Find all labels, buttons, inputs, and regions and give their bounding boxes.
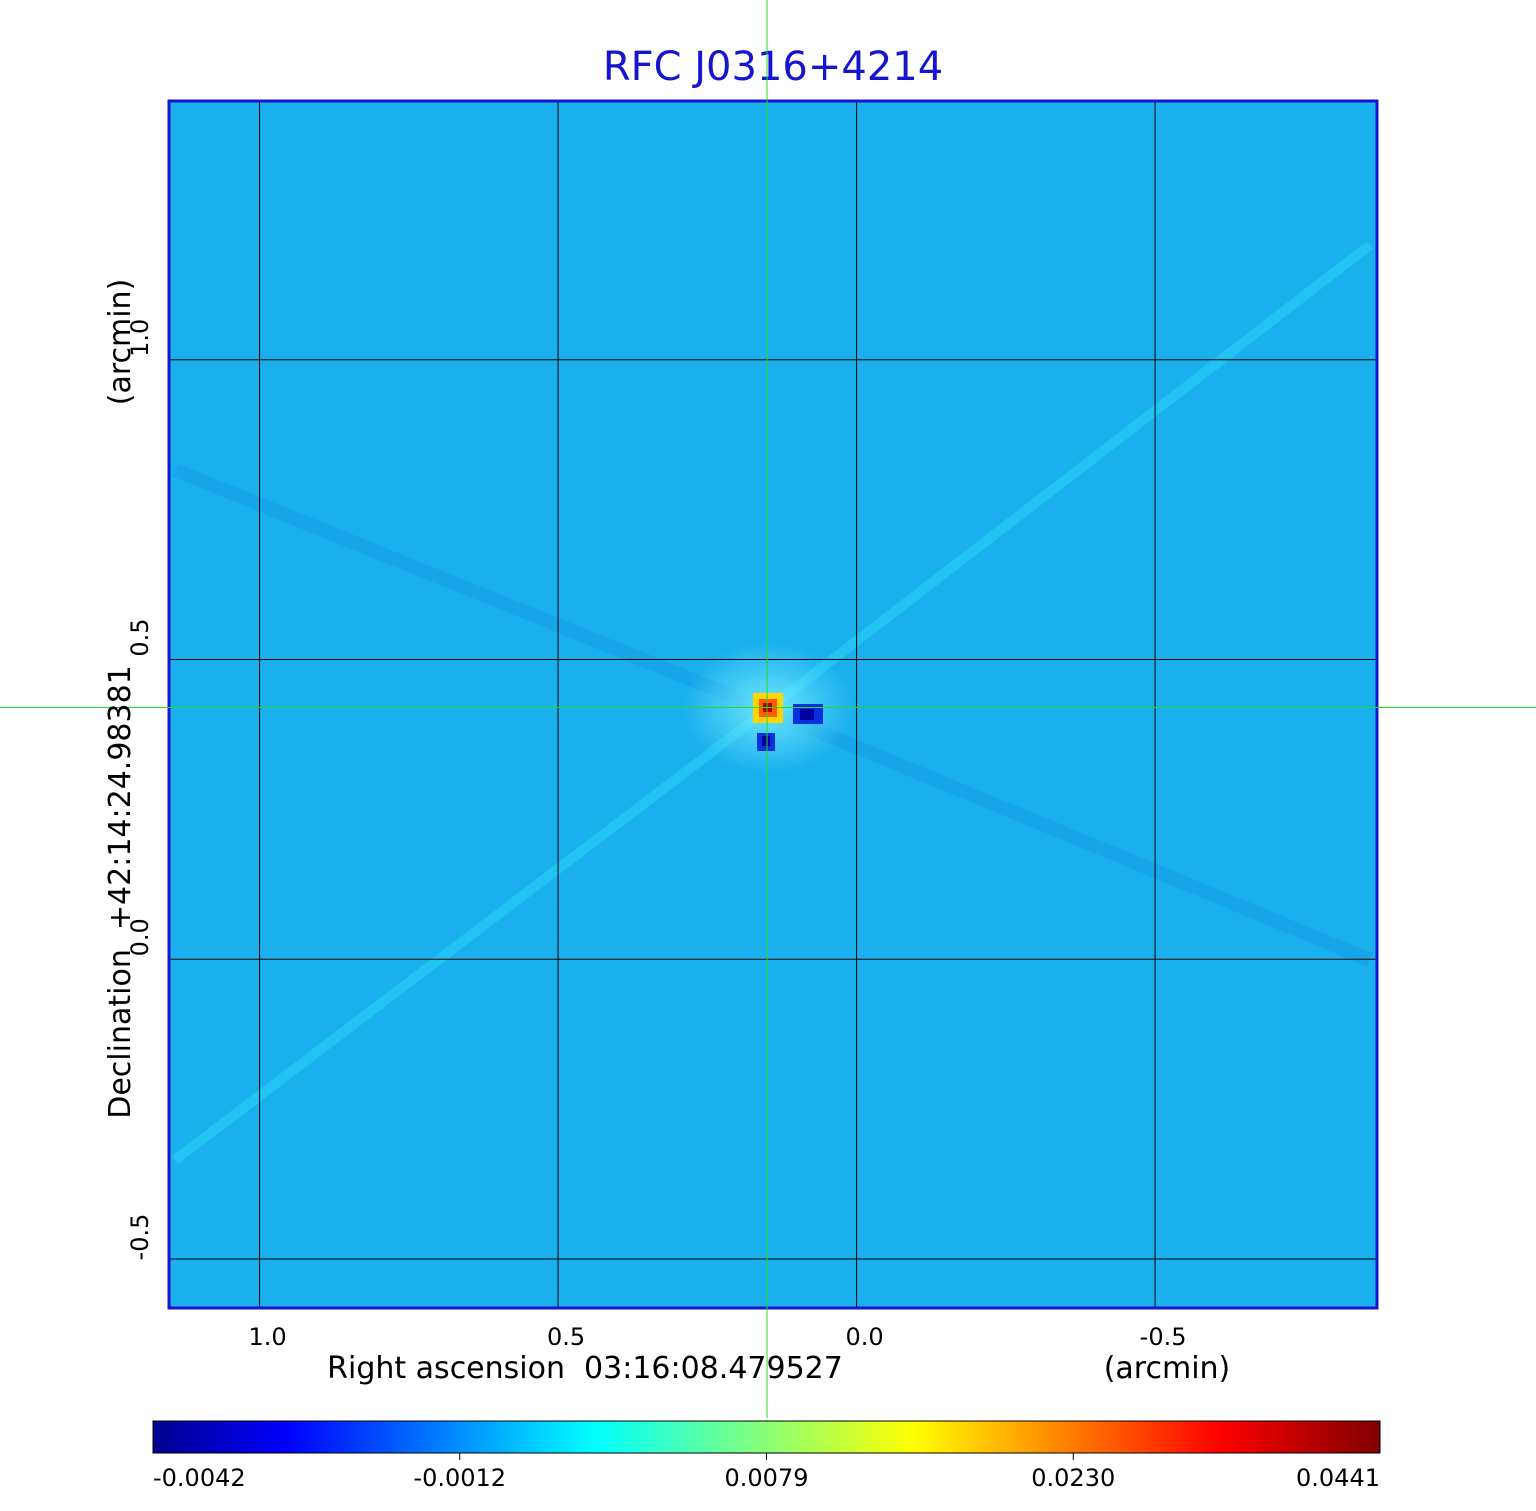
x-tick-label: 0.5: [547, 1323, 585, 1351]
y-tick-labels: 1.0 0.5 0.0 -0.5: [126, 319, 154, 1261]
y-tick-label: 0.0: [126, 918, 154, 956]
negative-lobe-south-core: [762, 736, 770, 746]
negative-lobe-east-core: [800, 709, 814, 720]
sidelobe-streak-sw: [171, 706, 771, 1164]
x-tick-label: 0.0: [845, 1323, 883, 1351]
x-axis-unit: (arcmin): [1104, 1351, 1231, 1386]
colorbar-tick-label: 0.0230: [1031, 1464, 1115, 1492]
x-tick-label: 1.0: [248, 1323, 286, 1351]
x-axis-label: Right ascension 03:16:08.479527: [327, 1351, 843, 1386]
crosshair: [0, 0, 1536, 1418]
colorbar-tick-label: -0.0042: [153, 1464, 246, 1492]
sidelobe-streak-se: [764, 703, 1373, 967]
colorbar-tick-label: -0.0012: [413, 1464, 506, 1492]
y-tick-label: -0.5: [126, 1214, 154, 1261]
y-axis-label: Declination +42:14:24.98381: [103, 665, 138, 1119]
colorbar-tick-label: 0.0441: [1296, 1464, 1380, 1492]
sidelobe-streak-nw: [172, 463, 770, 717]
y-tick-label: 1.0: [126, 319, 154, 357]
x-tick-label: -0.5: [1140, 1323, 1187, 1351]
y-tick-label: 0.5: [126, 618, 154, 656]
x-tick-labels: 1.0 0.5 0.0 -0.5: [248, 1323, 1186, 1351]
grid: [170, 102, 1376, 1307]
image-area: [170, 102, 1376, 1307]
chart-title: RFC J0316+4214: [603, 44, 943, 90]
colorbar-tick-labels: -0.0042 -0.0012 0.0079 0.0230 0.0441: [153, 1453, 1380, 1492]
y-axis-unit: (arcmin): [103, 279, 138, 406]
colorbar-tick-label: 0.0079: [725, 1464, 809, 1492]
colorbar: -0.0042 -0.0012 0.0079 0.0230 0.0441: [152, 1420, 1381, 1492]
colorbar-gradient: [152, 1420, 1381, 1454]
plot-frame: [167, 99, 1379, 1310]
sidelobe-streak-ne: [763, 241, 1374, 714]
